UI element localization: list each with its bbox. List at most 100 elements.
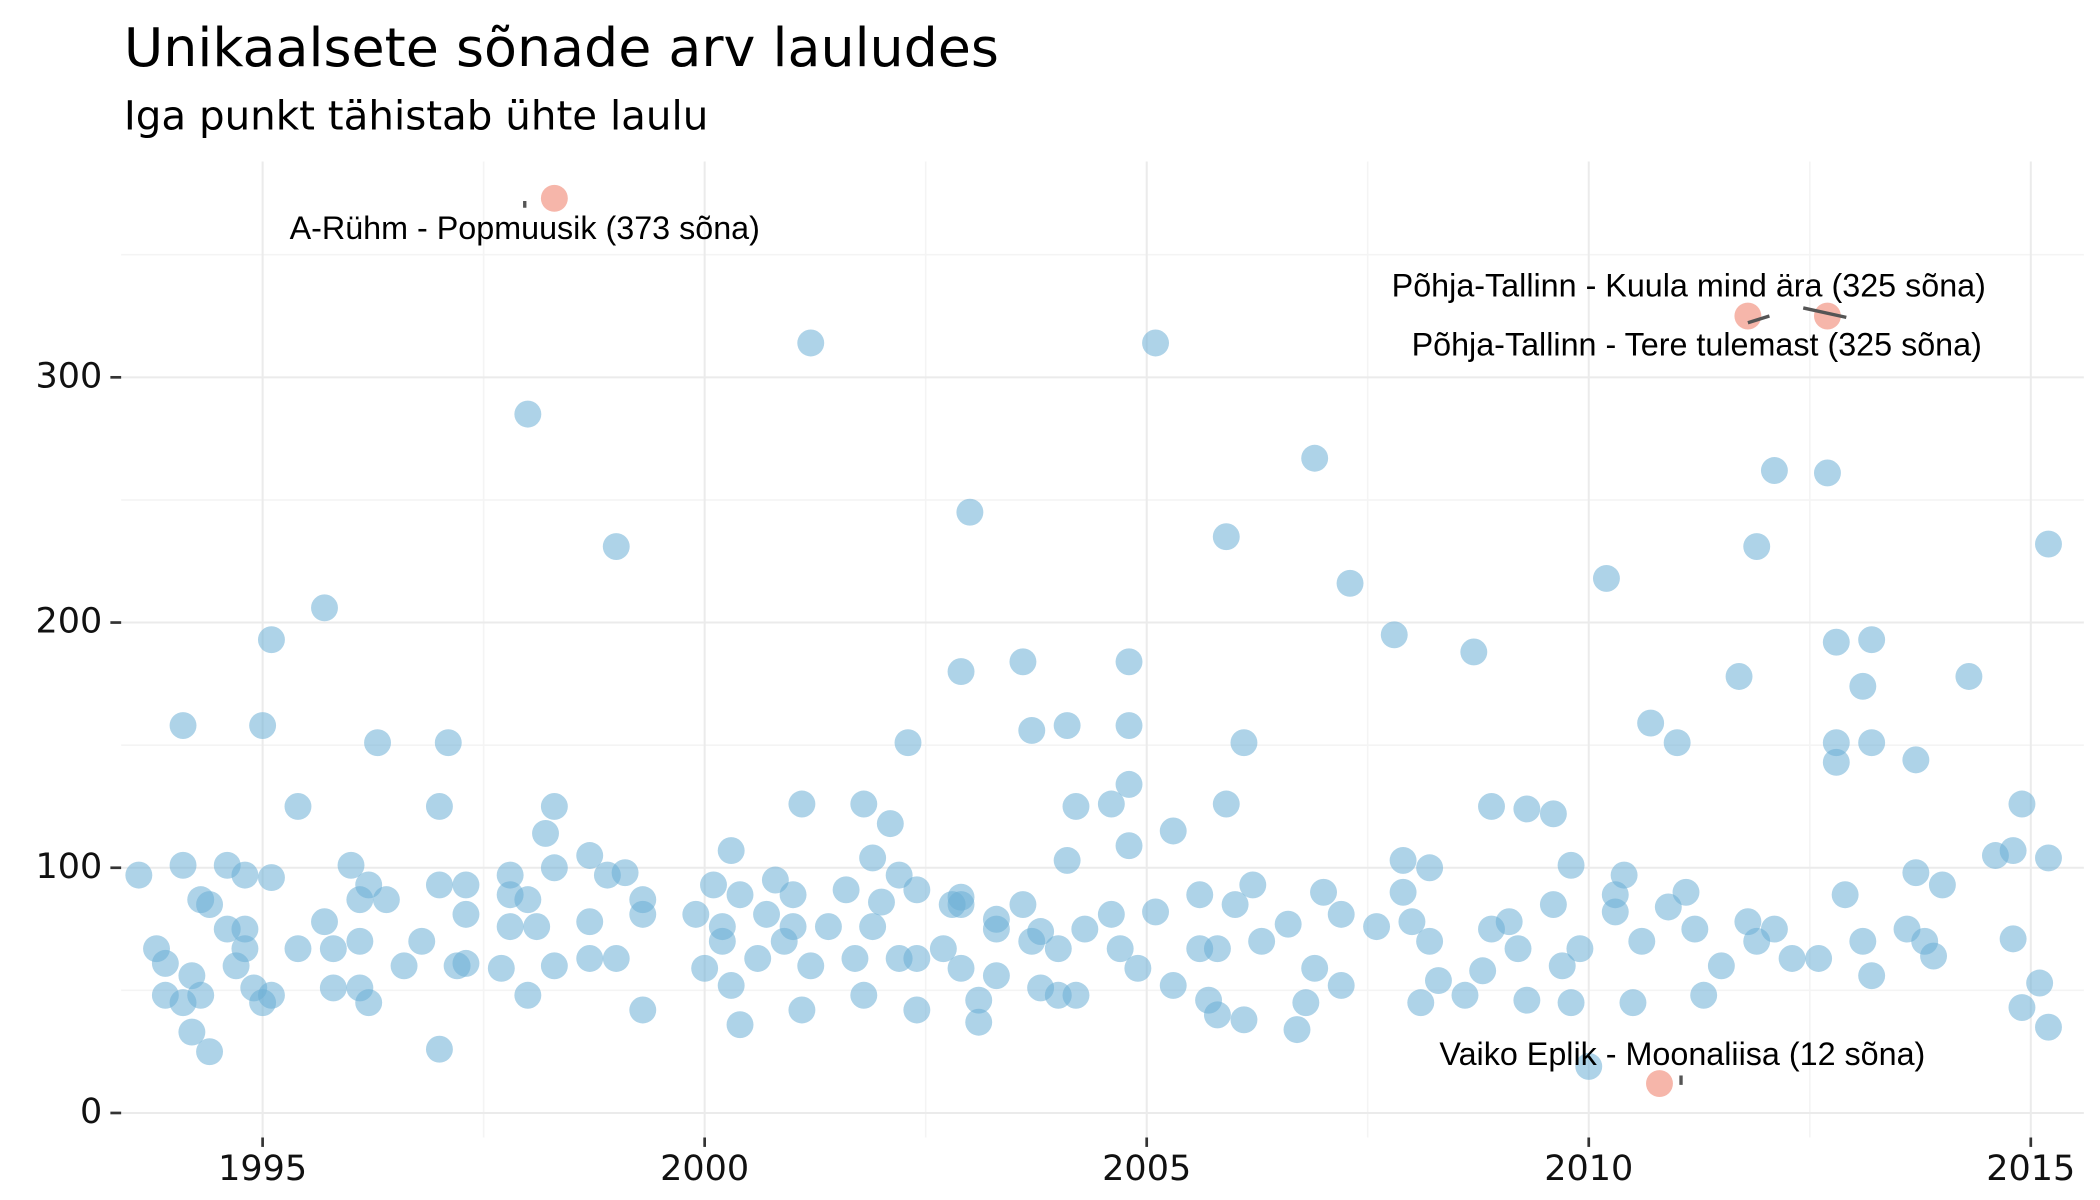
point — [1301, 444, 1329, 472]
point — [1186, 881, 1214, 909]
point — [1628, 927, 1656, 955]
point — [1566, 935, 1594, 963]
point — [691, 954, 719, 982]
point — [1539, 800, 1567, 828]
point — [1124, 954, 1152, 982]
point — [1336, 569, 1364, 597]
point — [708, 913, 736, 941]
point — [1513, 986, 1541, 1014]
point — [196, 891, 224, 919]
point — [1203, 1001, 1231, 1029]
point — [956, 498, 984, 526]
point — [1557, 989, 1585, 1017]
point — [1416, 927, 1444, 955]
point — [717, 972, 745, 999]
point — [1071, 915, 1099, 943]
annotation: Põhja-Tallinn - Tere tulemast (325 sõna) — [1412, 327, 1982, 363]
point — [1327, 972, 1355, 999]
point — [1858, 626, 1886, 654]
point — [1849, 672, 1877, 700]
point — [452, 949, 480, 977]
point — [1062, 981, 1090, 1009]
point — [169, 712, 197, 739]
x-tick-label: 2010 — [1544, 1149, 1633, 1189]
point — [885, 861, 913, 889]
x-tick-label: 2015 — [1986, 1149, 2075, 1189]
point — [1389, 878, 1417, 906]
point — [1212, 523, 1240, 551]
point — [1027, 918, 1055, 945]
point — [1292, 989, 1320, 1017]
point — [514, 400, 542, 428]
point — [788, 996, 816, 1024]
point — [1858, 729, 1886, 757]
point — [319, 974, 347, 1002]
point — [1831, 881, 1859, 909]
point — [1725, 663, 1753, 690]
annotation: Põhja-Tallinn - Kuula mind ära (325 sõna… — [1392, 267, 1986, 303]
point — [1999, 925, 2027, 953]
point — [2035, 1013, 2062, 1041]
point — [1009, 648, 1037, 676]
point — [576, 945, 604, 972]
point — [1460, 638, 1488, 666]
point — [1248, 927, 1276, 955]
point — [540, 952, 568, 980]
point — [1363, 913, 1391, 941]
point — [1734, 302, 1762, 330]
point — [1822, 729, 1850, 757]
point — [1106, 935, 1134, 963]
point — [1513, 795, 1541, 823]
point — [1115, 832, 1143, 860]
point — [753, 900, 781, 928]
point — [231, 935, 259, 963]
point — [1407, 989, 1435, 1017]
point — [1849, 927, 1877, 955]
point — [1690, 981, 1718, 1009]
point — [187, 981, 215, 1009]
point — [390, 952, 418, 980]
point — [903, 945, 931, 972]
point — [2035, 844, 2062, 872]
point — [196, 1038, 224, 1066]
point — [965, 986, 993, 1014]
point — [1646, 1070, 1673, 1098]
point — [1230, 1006, 1258, 1034]
point — [1920, 942, 1948, 970]
point — [602, 945, 630, 972]
point — [929, 935, 957, 963]
point — [965, 1008, 993, 1036]
point — [982, 905, 1010, 933]
point — [1044, 935, 1072, 963]
point — [1097, 900, 1125, 928]
point — [1654, 893, 1682, 921]
point — [284, 792, 312, 820]
point — [576, 842, 604, 869]
point — [2008, 994, 2036, 1021]
point — [1142, 898, 1170, 926]
point — [1707, 952, 1735, 980]
point — [2026, 969, 2054, 997]
point — [346, 927, 374, 955]
point — [178, 1018, 206, 1046]
point — [540, 184, 568, 212]
annotation: A-Rühm - Popmuusik (373 sõna) — [290, 210, 760, 246]
point — [1495, 908, 1523, 936]
point — [337, 851, 365, 879]
point — [1053, 846, 1081, 874]
point — [1398, 908, 1426, 936]
point — [452, 900, 480, 928]
point — [1053, 712, 1081, 739]
point — [169, 851, 197, 879]
x-tick-label: 2000 — [660, 1149, 749, 1189]
point — [903, 876, 931, 904]
point — [1239, 871, 1267, 899]
point — [1813, 459, 1841, 487]
point — [726, 881, 754, 909]
point — [1097, 790, 1125, 818]
point — [797, 329, 825, 357]
point — [1451, 981, 1479, 1009]
point — [355, 989, 383, 1017]
point — [1310, 878, 1337, 906]
